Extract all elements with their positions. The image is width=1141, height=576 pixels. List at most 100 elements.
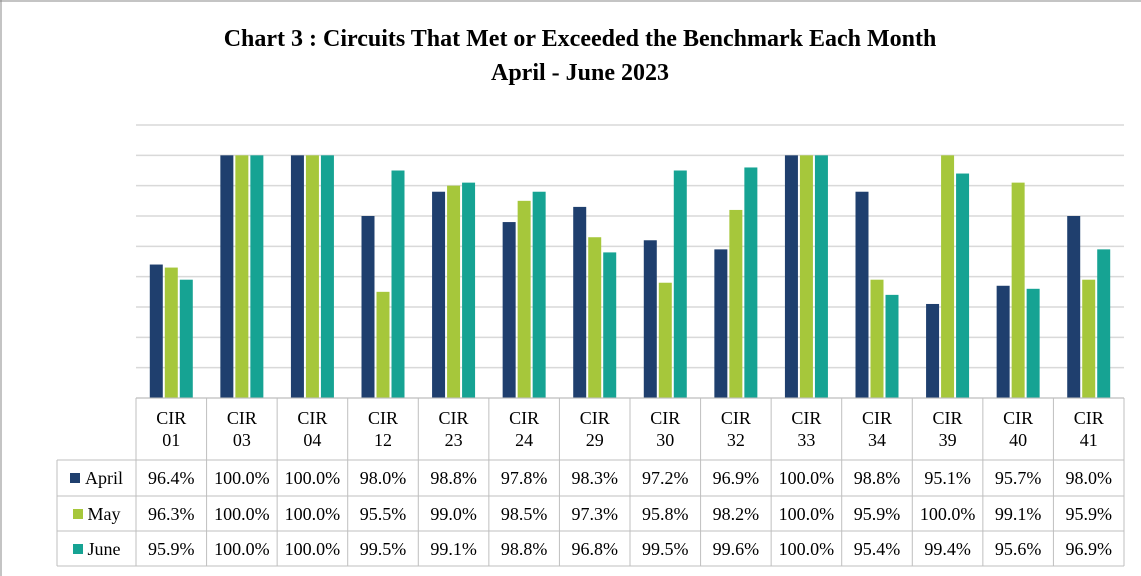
value-label: 99.4% [924,538,971,559]
category-cell: CIR 30 [630,398,701,460]
value-label: 98.8% [430,468,477,488]
value-label: 99.0% [430,503,477,524]
bar [714,249,728,398]
bar [673,170,687,398]
value-label: 100.0% [778,468,835,488]
legend-swatch [72,508,83,519]
value-label: 95.9% [1065,503,1112,524]
bar [658,282,672,398]
value-label: 95.1% [924,468,971,488]
value-label: 100.0% [284,503,341,524]
value-label: 98.3% [571,468,618,488]
value-label: 98.0% [359,468,407,488]
bar [532,191,546,398]
x-tick-label: CIR 12 [367,408,398,450]
x-tick-label: CIR 32 [720,408,751,450]
bar [290,155,304,398]
bar [799,155,813,398]
value-label: 95.9% [853,503,901,524]
category-cell: CIR 39 [912,398,983,460]
bar [855,191,869,398]
bar [1097,249,1111,398]
value-label: 95.4% [853,538,901,559]
legend-swatch [72,543,83,554]
value-label: 100.0% [284,538,341,559]
bar [1011,182,1025,398]
legend-swatch [70,473,80,483]
x-tick-label: CIR 24 [509,408,540,450]
bar [870,279,884,398]
value-label: 95.6% [994,538,1042,559]
legend-label: April [85,468,123,488]
category-cell: CIR 41 [1053,398,1124,460]
bar [996,285,1010,398]
value-label: 99.1% [994,503,1042,524]
bar [235,155,249,398]
value-label: 99.5% [642,538,689,559]
bar [320,155,334,398]
value-label: 99.6% [712,538,760,559]
bar [1026,288,1040,398]
x-tick-label: CIR 30 [650,408,681,450]
bar [1067,216,1081,398]
bar [305,155,319,398]
value-label: 96.3% [148,503,195,524]
bar [391,170,405,398]
legend-cell: June [57,531,136,566]
value-label: 100.0% [214,468,270,488]
x-tick-label: CIR 39 [932,408,963,450]
bar [250,155,264,398]
x-tick-label: CIR 03 [226,408,257,450]
x-tick-label: CIR 41 [1073,408,1104,450]
value-label: 97.8% [500,468,548,488]
x-tick-label: CIR 23 [438,408,469,450]
value-label: 97.3% [571,503,618,524]
legend-label: May [87,503,121,524]
legend-cell: May [57,496,136,531]
bar [643,240,657,398]
bar [603,252,617,398]
value-label: 95.7% [994,468,1042,488]
category-cell: CIR 12 [348,398,419,460]
value-label: 97.2% [642,468,689,488]
value-label: 99.5% [359,538,407,559]
bar [462,182,476,398]
category-cell: CIR 32 [701,398,772,460]
bar [517,200,531,398]
value-label: 98.0% [1065,468,1112,488]
x-tick-label: CIR 01 [156,408,187,450]
value-label: 100.0% [778,503,835,524]
bar [588,237,602,398]
value-label: 96.9% [712,468,760,488]
category-cell: CIR 40 [983,398,1054,460]
bar [179,279,193,398]
category-cell: CIR 24 [489,398,560,460]
legend-label: June [87,538,121,559]
value-label: 100.0% [919,503,976,524]
value-label: 100.0% [214,538,270,559]
bar [885,294,899,398]
bar [376,291,390,398]
bar [729,209,743,398]
bar [956,173,970,398]
x-tick-label: CIR 29 [579,408,610,450]
x-tick-label: CIR 34 [861,408,892,450]
bar [447,185,461,398]
category-cell: CIR 04 [277,398,348,460]
bar [1082,279,1096,398]
category-cell: CIR 33 [771,398,842,460]
value-label: 96.4% [148,468,195,488]
legend-cell: April [57,460,136,496]
bar [164,267,178,398]
category-cell: CIR 23 [418,398,489,460]
category-cell: CIR 34 [842,398,913,460]
value-label: 99.1% [430,538,477,559]
chart-title: Chart 3 : Circuits That Met or Exceeded … [224,26,937,52]
x-tick-label: CIR 40 [1003,408,1034,450]
bar [361,216,375,398]
category-cell: CIR 01 [136,398,207,460]
bar [941,155,955,398]
bar [149,264,163,398]
